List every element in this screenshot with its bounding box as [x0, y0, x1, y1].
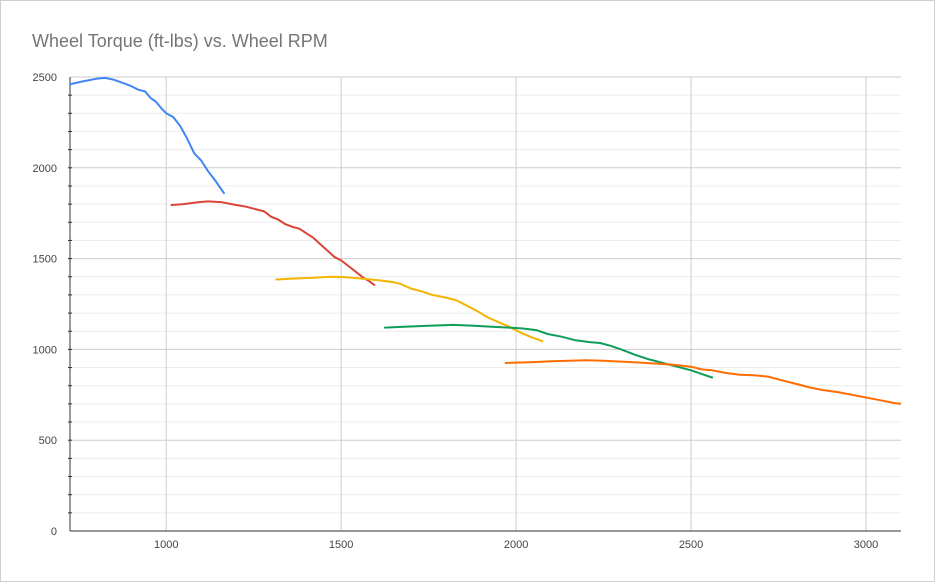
x-tick-label: 1000 — [154, 539, 178, 551]
series-line-5 — [504, 359, 901, 405]
chart-title: Wheel Torque (ft-lbs) vs. Wheel RPM — [32, 31, 328, 51]
y-tick-label: 2500 — [33, 72, 57, 84]
y-tick-label: 2000 — [33, 163, 57, 175]
series-lines — [70, 76, 901, 405]
series-line-4 — [383, 323, 714, 379]
axes — [68, 77, 901, 532]
y-tick-label: 1000 — [33, 344, 57, 356]
y-tick-label: 500 — [39, 435, 57, 447]
y-tick-label: 0 — [51, 526, 57, 538]
series-line-3 — [275, 275, 544, 343]
gridlines — [70, 76, 901, 531]
x-tick-label: 2500 — [679, 539, 703, 551]
x-tick-label: 2000 — [504, 539, 528, 551]
series-line-2 — [170, 200, 376, 286]
x-tick-label: 3000 — [854, 539, 878, 551]
y-axis-ticks: 0 500 1000 1500 2000 2500 — [33, 72, 57, 538]
series-line-1 — [70, 76, 225, 195]
x-axis-ticks: 1000 1500 2000 2500 3000 — [154, 539, 878, 551]
y-tick-label: 1500 — [33, 254, 57, 266]
x-tick-label: 1500 — [329, 539, 353, 551]
